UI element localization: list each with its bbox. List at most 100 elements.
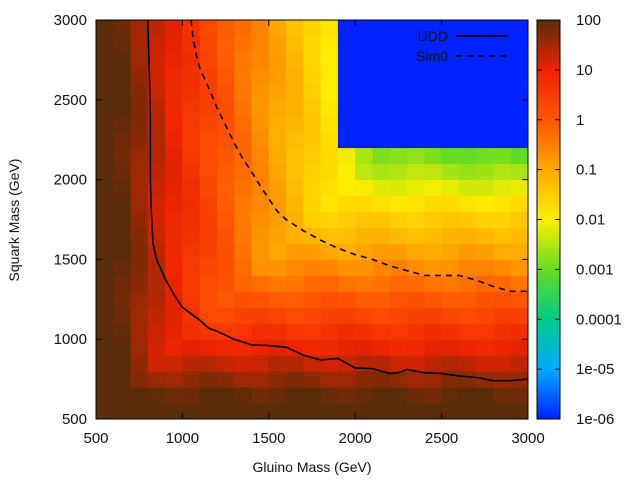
legend-label-sim0: Sim0 <box>416 48 448 64</box>
heatmap-cell <box>96 35 114 53</box>
heatmap-cell <box>372 83 391 101</box>
heatmap-cell <box>355 323 373 340</box>
heatmap-cell <box>389 403 408 420</box>
heatmap-cell <box>113 51 131 69</box>
heatmap-cell <box>510 291 529 308</box>
heatmap-cell <box>320 99 339 117</box>
heatmap-cell <box>303 20 322 37</box>
heatmap-cell <box>147 163 166 180</box>
heatmap-cell <box>286 99 304 117</box>
heatmap-cell <box>251 259 270 276</box>
heatmap-cell <box>372 179 391 196</box>
heatmap-cell <box>458 227 477 244</box>
heatmap-cell <box>130 403 149 420</box>
heatmap-cell <box>216 211 235 228</box>
heatmap-cell <box>355 307 373 324</box>
heatmap-cell <box>320 35 339 53</box>
heatmap-cell <box>147 307 166 324</box>
heatmap-cell <box>199 387 218 404</box>
heatmap-cell <box>355 339 373 356</box>
heatmap-cell <box>268 275 287 292</box>
heatmap-cell <box>303 371 322 388</box>
y-tick-label: 1500 <box>54 251 87 268</box>
heatmap-cell <box>424 227 442 244</box>
heatmap-cell <box>407 355 425 372</box>
heatmap-cell <box>113 371 131 388</box>
heatmap-cell <box>96 99 114 117</box>
heatmap-cell <box>216 195 235 212</box>
heatmap-cell <box>407 195 425 212</box>
heatmap-cell <box>320 67 339 85</box>
heatmap-cell <box>113 291 131 308</box>
heatmap-cell <box>407 291 425 308</box>
heatmap-cell <box>355 35 373 53</box>
heatmap-cell <box>251 387 270 404</box>
heatmap-cell <box>182 387 201 404</box>
heatmap-cell <box>458 323 477 340</box>
heatmap-cell <box>476 211 494 228</box>
heatmap-cell <box>493 115 512 133</box>
heatmap-cell <box>337 51 356 69</box>
heatmap-cell <box>251 67 270 85</box>
heatmap-cell <box>476 51 494 69</box>
heatmap-cell <box>113 67 131 85</box>
heatmap-cell <box>113 20 131 37</box>
heatmap-cell <box>493 323 512 340</box>
x-tick-label: 500 <box>83 430 108 447</box>
heatmap-cell <box>113 323 131 340</box>
heatmap-cell <box>372 163 391 180</box>
heatmap-cell <box>286 195 304 212</box>
heatmap-cell <box>96 323 114 340</box>
heatmap-cell <box>320 339 339 356</box>
heatmap-cell <box>510 211 529 228</box>
heatmap-cell <box>286 67 304 85</box>
x-tick-label: 3000 <box>511 430 544 447</box>
heatmap-cell <box>407 163 425 180</box>
heatmap-cell <box>303 259 322 276</box>
heatmap-cell <box>147 371 166 388</box>
heatmap-cell <box>441 51 460 69</box>
heatmap-cell <box>510 307 529 324</box>
heatmap-cell <box>407 371 425 388</box>
heatmap-cell <box>441 131 460 149</box>
heatmap-cell <box>216 339 235 356</box>
heatmap-cell <box>320 243 339 260</box>
heatmap-cell <box>286 227 304 244</box>
heatmap-cell <box>165 115 183 133</box>
heatmap-cell <box>251 131 270 149</box>
heatmap-cell <box>216 179 235 196</box>
heatmap-cell <box>286 163 304 180</box>
heatmap-cell <box>320 387 339 404</box>
heatmap-cell <box>355 291 373 308</box>
heatmap-cell <box>303 163 322 180</box>
heatmap-cell <box>389 371 408 388</box>
heatmap-cell <box>286 259 304 276</box>
heatmap-cell <box>303 131 322 149</box>
heatmap-cell <box>113 99 131 117</box>
heatmap-cell <box>286 339 304 356</box>
heatmap-cell <box>251 355 270 372</box>
heatmap-cell <box>407 131 425 149</box>
heatmap-cell <box>389 323 408 340</box>
heatmap-cell <box>286 291 304 308</box>
heatmap-cell <box>510 259 529 276</box>
heatmap-cell <box>199 291 218 308</box>
heatmap-cell <box>268 323 287 340</box>
heatmap-cell <box>493 131 512 149</box>
heatmap-cell <box>182 259 201 276</box>
heatmap-cell <box>182 179 201 196</box>
heatmap-cell <box>165 243 183 260</box>
heatmap-cell <box>96 355 114 372</box>
heatmap-cell <box>458 147 477 165</box>
heatmap-cell <box>199 403 218 420</box>
heatmap-cell <box>337 163 356 180</box>
heatmap-cell <box>268 67 287 85</box>
heatmap-cell <box>234 131 252 149</box>
heatmap-cell <box>320 163 339 180</box>
heatmap-cell <box>268 115 287 133</box>
heatmap-cell <box>165 403 183 420</box>
heatmap-cell <box>234 323 252 340</box>
heatmap-cell <box>337 67 356 85</box>
heatmap-cell <box>458 259 477 276</box>
heatmap-cell <box>96 131 114 149</box>
